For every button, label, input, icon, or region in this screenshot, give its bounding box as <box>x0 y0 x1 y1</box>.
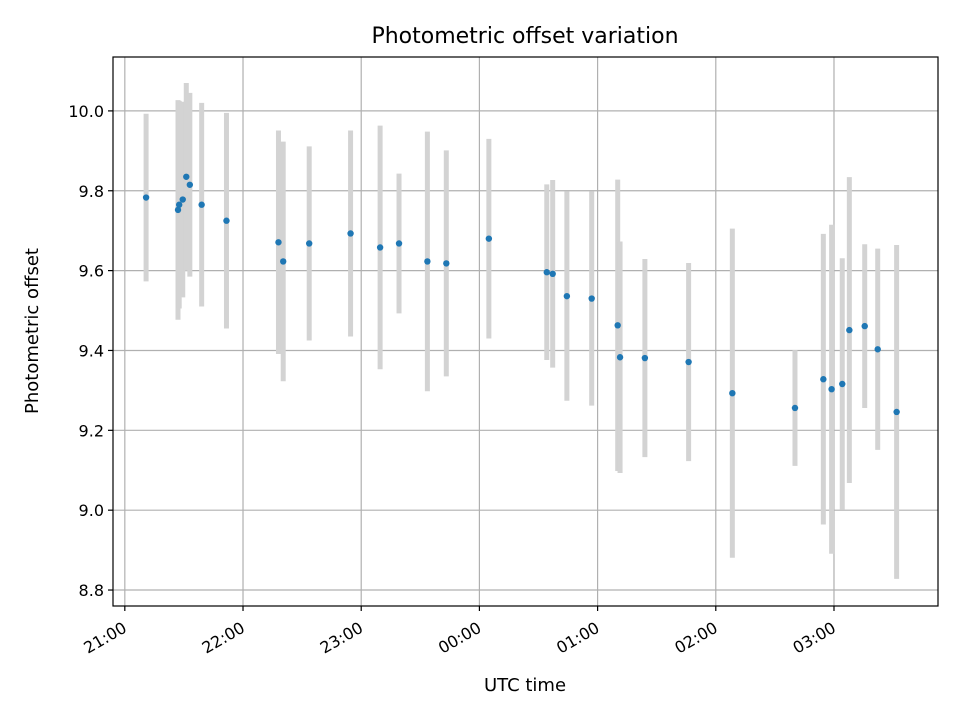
y-tick-label: 9.0 <box>79 501 104 520</box>
data-point <box>142 194 150 201</box>
data-point <box>485 235 493 242</box>
y-axis-ticks: 8.8 9.0 9.2 9.4 9.6 9.8 10.0 <box>68 102 113 600</box>
y-tick-label: 10.0 <box>68 102 104 121</box>
data-point <box>820 376 827 383</box>
data-point <box>828 385 835 393</box>
data-point <box>641 354 649 362</box>
y-tick-label: 9.2 <box>79 421 104 440</box>
y-tick-label: 9.4 <box>79 341 104 360</box>
y-tick-label: 9.6 <box>79 262 104 281</box>
data-point <box>376 244 384 251</box>
data-point <box>395 240 403 247</box>
data-point <box>874 346 881 353</box>
data-point <box>347 230 354 237</box>
x-axis-label: UTC time <box>484 675 566 696</box>
data-point <box>186 181 194 188</box>
data-point <box>179 196 186 203</box>
data-point <box>616 354 624 361</box>
data-point <box>275 239 282 246</box>
data-point <box>424 258 431 265</box>
data-point <box>846 326 853 334</box>
data-point <box>183 173 190 180</box>
data-point <box>306 240 313 247</box>
data-point <box>175 201 183 208</box>
y-tick-label: 9.8 <box>79 182 104 201</box>
data-points <box>142 173 900 416</box>
data-point <box>443 260 450 267</box>
data-point <box>861 322 868 330</box>
data-point <box>729 389 736 397</box>
data-point <box>791 404 799 412</box>
plot-area-frame <box>112 56 939 607</box>
y-tick-label: 8.8 <box>79 581 104 600</box>
y-axis-label: Photometric offset <box>22 248 43 414</box>
data-point <box>549 270 556 278</box>
data-point <box>198 201 205 208</box>
data-point <box>614 322 621 329</box>
data-point <box>685 358 692 366</box>
grid-lines <box>113 57 938 606</box>
data-point <box>280 258 287 265</box>
data-point <box>893 408 900 416</box>
data-point <box>588 295 595 302</box>
data-point <box>223 217 230 224</box>
data-point <box>174 206 182 214</box>
chart-title: Photometric offset variation <box>371 24 678 49</box>
data-point <box>839 380 846 388</box>
data-point <box>543 269 550 276</box>
data-point <box>563 292 571 300</box>
